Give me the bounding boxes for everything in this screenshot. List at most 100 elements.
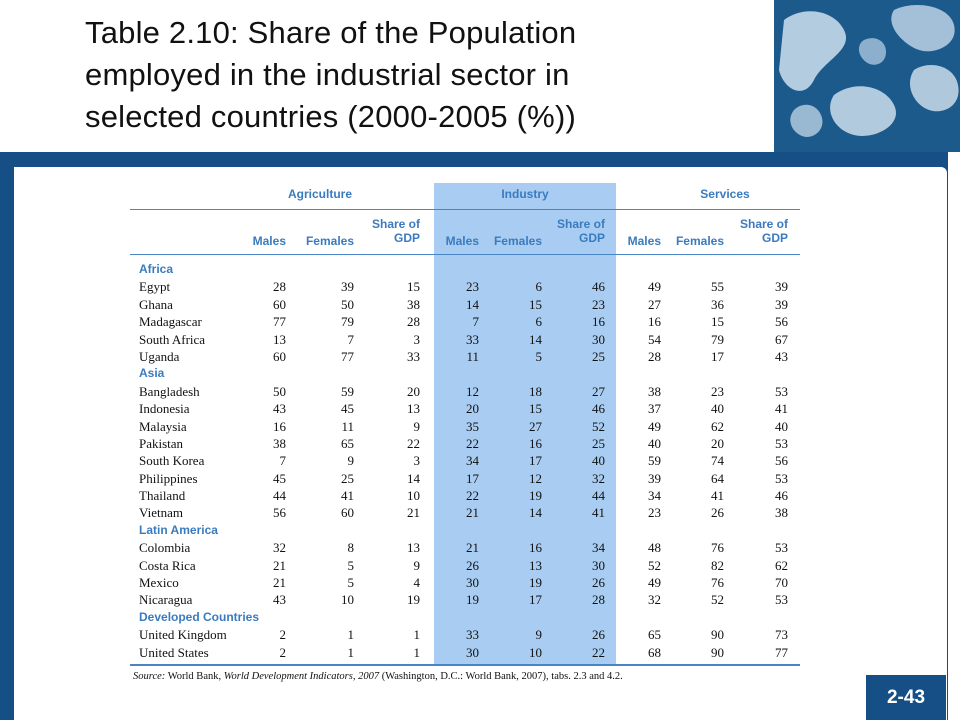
table-cell: 64 bbox=[711, 470, 724, 486]
table-cell: 79 bbox=[341, 314, 354, 330]
table-row: Malaysia 16 11 9 35 27 52 49 62 40 bbox=[130, 418, 800, 435]
source-text-2: (Washington, D.C.: World Bank, 2007), ta… bbox=[379, 671, 623, 682]
country-name: Vietnam bbox=[139, 505, 183, 521]
country-name: Thailand bbox=[139, 488, 186, 504]
map-graphic bbox=[774, 0, 960, 152]
table-row: Costa Rica 21 5 9 26 13 30 52 82 62 bbox=[130, 557, 800, 574]
group-header-services: Services bbox=[700, 187, 750, 201]
table-cell: 49 bbox=[648, 418, 661, 434]
table-cell: 40 bbox=[711, 401, 724, 417]
table-cell: 77 bbox=[273, 314, 286, 330]
table-cell: 62 bbox=[775, 557, 788, 573]
table-cell: 34 bbox=[466, 453, 479, 469]
table-cell: 50 bbox=[273, 383, 286, 399]
region-header: Asia bbox=[130, 365, 800, 382]
col-header: Males bbox=[627, 234, 661, 248]
table-cell: 40 bbox=[592, 453, 605, 469]
country-name: United States bbox=[139, 644, 209, 660]
table-cell: 5 bbox=[347, 557, 355, 573]
table-cell: 19 bbox=[529, 488, 542, 504]
table-cell: 32 bbox=[592, 470, 605, 486]
table-cell: 26 bbox=[711, 505, 724, 521]
table-cell: 90 bbox=[711, 627, 724, 643]
table-cell: 43 bbox=[273, 401, 286, 417]
industry-highlight bbox=[434, 183, 616, 666]
region-header: Developed Countries bbox=[130, 609, 800, 626]
col-header: Females bbox=[675, 234, 724, 248]
table-cell: 36 bbox=[711, 296, 724, 312]
table-cell: 30 bbox=[466, 644, 479, 660]
table-row: Pakistan 38 65 22 22 16 25 40 20 53 bbox=[130, 435, 800, 452]
table-row: Vietnam 56 60 21 21 14 41 23 26 38 bbox=[130, 504, 800, 521]
table-cell: 9 bbox=[535, 627, 543, 643]
table-row: Nicaragua 43 10 19 19 17 28 32 52 53 bbox=[130, 591, 800, 608]
col-header: Males bbox=[445, 234, 479, 248]
source-label: Source: bbox=[133, 671, 166, 682]
table-cell: 59 bbox=[341, 383, 354, 399]
table-cell: 28 bbox=[648, 348, 661, 364]
region-name: Latin America bbox=[139, 522, 218, 537]
table-cell: 25 bbox=[592, 435, 605, 451]
table-cell: 55 bbox=[711, 279, 724, 295]
table-row: United Kingdom 2 1 1 33 9 26 65 90 73 bbox=[130, 626, 800, 643]
table-cell: 53 bbox=[775, 383, 788, 399]
table-cell: 44 bbox=[273, 488, 286, 504]
table-cell: 30 bbox=[592, 557, 605, 573]
table-cell: 38 bbox=[775, 505, 788, 521]
table-cell: 7 bbox=[347, 331, 355, 347]
table-cell: 52 bbox=[592, 418, 605, 434]
table-cell: 23 bbox=[711, 383, 724, 399]
table-row: Philippines 45 25 14 17 12 32 39 64 53 bbox=[130, 470, 800, 487]
table-cell: 25 bbox=[341, 470, 354, 486]
table-cell: 65 bbox=[648, 627, 661, 643]
table-cell: 33 bbox=[407, 348, 420, 364]
table-row: Thailand 44 41 10 22 19 44 34 41 46 bbox=[130, 487, 800, 504]
table-cell: 26 bbox=[466, 557, 479, 573]
table-cell: 8 bbox=[347, 540, 355, 556]
table-cell: 32 bbox=[648, 592, 661, 608]
source-title: World Development Indicators, 2007 bbox=[223, 671, 380, 682]
table-cell: 21 bbox=[466, 540, 479, 556]
table-cell: 53 bbox=[775, 592, 788, 608]
source-text-1: World Bank, bbox=[165, 671, 224, 682]
table-cell: 60 bbox=[341, 505, 354, 521]
country-name: Mexico bbox=[139, 575, 179, 591]
table-cell: 22 bbox=[466, 435, 479, 451]
table-cell: 5 bbox=[347, 575, 355, 591]
region-header: Africa bbox=[130, 261, 800, 278]
table-cell: 1 bbox=[413, 644, 421, 660]
country-name: Malaysia bbox=[139, 418, 187, 434]
table-row: Egypt 28 39 15 23 6 46 49 55 39 bbox=[130, 278, 800, 295]
region-header: Latin America bbox=[130, 522, 800, 539]
table-cell: 23 bbox=[466, 279, 479, 295]
table-cell: 4 bbox=[413, 575, 421, 591]
table-cell: 43 bbox=[273, 592, 286, 608]
source-note: Source: World Bank, World Development In… bbox=[133, 671, 623, 682]
table-cell: 48 bbox=[648, 540, 661, 556]
table-cell: 21 bbox=[466, 505, 479, 521]
table-cell: 38 bbox=[648, 383, 661, 399]
table-cell: 41 bbox=[341, 488, 354, 504]
table-row: South Korea 7 9 3 34 17 40 59 74 56 bbox=[130, 452, 800, 469]
table-cell: 68 bbox=[648, 644, 661, 660]
table-cell: 56 bbox=[273, 505, 286, 521]
table-cell: 41 bbox=[775, 401, 788, 417]
col-header: Females bbox=[493, 234, 542, 248]
column-header-rule bbox=[130, 254, 800, 255]
table-cell: 13 bbox=[407, 540, 420, 556]
table-cell: 14 bbox=[407, 470, 420, 486]
table-cell: 41 bbox=[711, 488, 724, 504]
table-cell: 90 bbox=[711, 644, 724, 660]
table-cell: 22 bbox=[592, 644, 605, 660]
country-name: Egypt bbox=[139, 279, 171, 295]
title-line-2: employed in the industrial sector in bbox=[85, 57, 570, 92]
country-name: Bangladesh bbox=[139, 383, 200, 399]
table-cell: 16 bbox=[273, 418, 286, 434]
table-cell: 70 bbox=[775, 575, 788, 591]
table-row: Bangladesh 50 59 20 12 18 27 38 23 53 bbox=[130, 383, 800, 400]
country-name: Nicaragua bbox=[139, 592, 193, 608]
table-cell: 28 bbox=[592, 592, 605, 608]
group-header-agriculture: Agriculture bbox=[287, 187, 352, 201]
table-cell: 1 bbox=[347, 644, 355, 660]
table-cell: 17 bbox=[466, 470, 479, 486]
